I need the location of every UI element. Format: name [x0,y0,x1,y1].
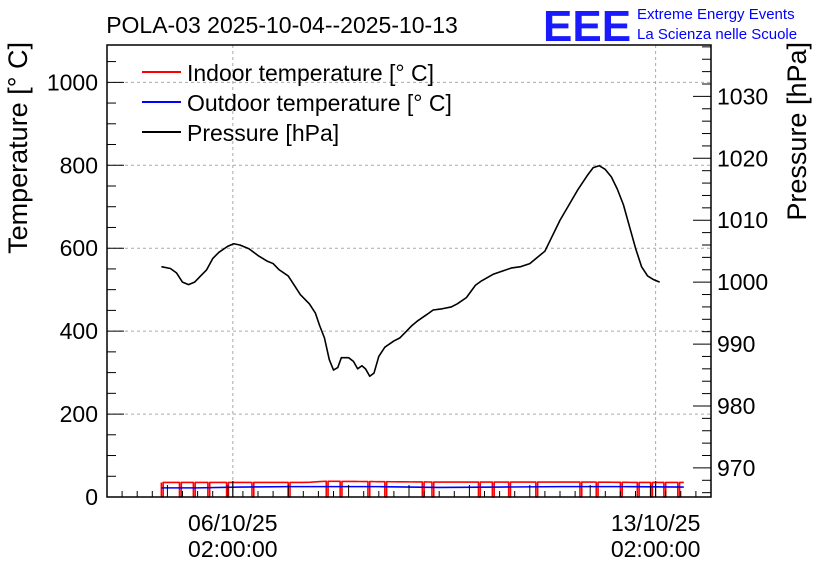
y-tick-label-200: 200 [60,401,98,427]
y2-tick-label-990: 990 [717,331,755,357]
legend-label-indoor: Indoor temperature [° C] [187,60,434,86]
y-tick-label-0: 0 [85,484,98,510]
legend-label-pressure: Pressure [hPa] [187,120,339,146]
eee-logo-line2: La Scienza nelle Scuole [637,26,797,43]
grid [107,45,711,497]
y2-tick-label-1020: 1020 [717,145,768,171]
legend-label-outdoor: Outdoor temperature [° C] [187,90,452,116]
tick-labels: 0 200 400 600 800 1000 970 980 990 1000 1010 1020 10… [47,69,768,562]
x-tick-label-time-1: 02:00:00 [611,536,701,562]
y2-tick-label-1000: 1000 [717,269,768,295]
series-line-2 [161,164,660,378]
y2-tick-label-1010: 1010 [717,207,768,233]
eee-logo-mark: EEE [543,2,631,51]
y2-tick-label-970: 970 [717,455,755,481]
y2-axis-label: Pressure [hPa] [782,42,812,221]
x-tick-label-date-0: 06/10/25 [188,510,278,536]
y2-tick-label-1030: 1030 [717,83,768,109]
x-tick-label-time-0: 02:00:00 [188,536,278,562]
eee-logo-line1: Extreme Energy Events [637,6,795,23]
x-tick-label-date-1: 13/10/25 [611,510,701,536]
y-axis-label: Temperature [° C] [3,42,33,254]
y-tick-label-400: 400 [60,318,98,344]
y-tick-label-1000: 1000 [47,69,98,95]
series-line-1 [161,485,684,489]
eee-logo: EEE Extreme Energy Events La Scienza nel… [543,2,797,51]
y-tick-label-800: 800 [60,152,98,178]
axes [106,44,712,498]
y2-tick-label-980: 980 [717,393,755,419]
series-lines [160,164,684,498]
y-tick-label-600: 600 [60,235,98,261]
legend: Indoor temperature [° C] Outdoor tempera… [142,60,452,146]
series-line-0 [160,480,684,498]
chart-title: POLA-03 2025-10-04--2025-10-13 [106,12,458,38]
